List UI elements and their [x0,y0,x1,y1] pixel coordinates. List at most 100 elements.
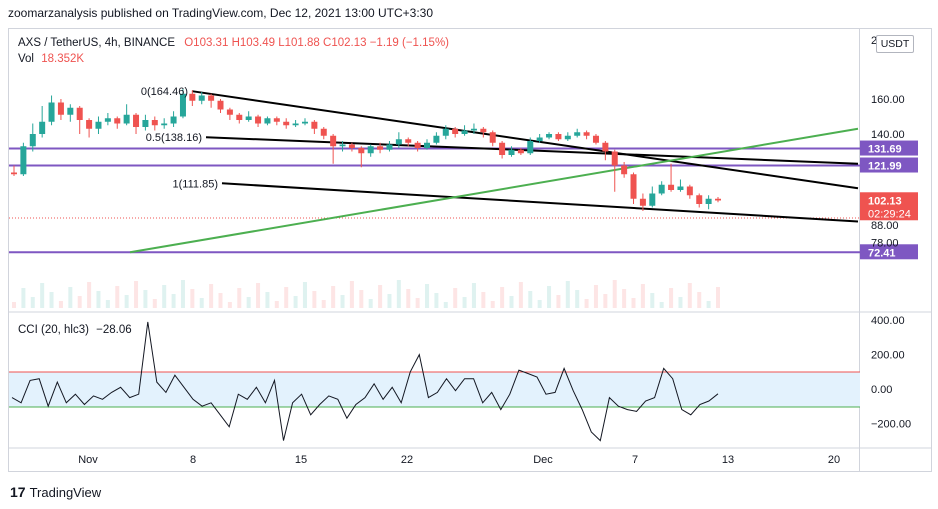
volume-bar [143,290,148,308]
candle-body [715,198,721,201]
chart-frame[interactable] [8,28,860,472]
candle-body [217,100,224,110]
volume-bar [584,299,589,308]
candle-body [536,137,543,141]
candle-body [133,114,140,127]
candle-body [151,120,158,126]
candle-body [592,135,599,143]
volume-bar [612,280,617,308]
volume-bar [697,292,702,308]
volume-bar [171,294,176,308]
candle-body [330,135,337,147]
volume-bar [12,302,16,308]
candle-body [189,93,196,101]
cci-value: −28.06 [96,324,132,336]
volume-bar [199,298,204,308]
price-badge-label: 72.41 [868,247,896,259]
ohlc-close: C102.13 [323,37,367,49]
volume-bar [518,282,523,308]
candle-body [395,139,402,145]
ohlc-high: H103.49 [231,37,276,49]
price-badge [860,244,918,260]
y-tick-label: 160.00 [871,94,905,106]
volume-bar [265,292,270,308]
volume-bar [396,280,401,308]
volume-bar [274,301,279,308]
volume-bar [434,293,439,308]
volume-bar [227,302,232,308]
volume-bar [349,281,354,308]
publish-line: zoomarzanalysis published on TradingView… [8,6,434,20]
volume-bar [218,293,223,308]
candle-body [114,118,121,124]
green-trendline [129,127,859,254]
volume-bar [124,295,129,308]
volume-bar [650,293,655,308]
volume-bar [180,280,185,308]
candle-body [686,186,693,196]
volume-bar [49,292,54,308]
candle-body [424,142,431,148]
candle-body [630,174,637,199]
x-tick-label: 22 [401,454,413,466]
price-countdown: 02:29:24 [868,208,911,220]
candle-body [179,93,186,117]
candle-body [255,116,262,124]
cci-tick-label: 0.00 [871,384,892,396]
symbol-label: AXS / TetherUS, 4h, BINANCE [18,37,176,49]
volume-bar [500,287,505,308]
volume-bar [387,294,392,308]
x-tick-label: 15 [295,454,307,466]
volume-bar [312,291,317,308]
volume-bar [556,295,561,308]
candle-body [339,144,346,147]
volume-bar [246,297,251,308]
volume-value: 18.352K [41,53,85,65]
candle-body [386,144,393,150]
price-axis[interactable] [860,28,932,472]
y-tick-label: 88.00 [871,220,899,232]
cci-tick-label: 200.00 [871,350,905,362]
volume-bar [415,298,420,308]
cci-band [9,372,860,407]
candle-body [602,142,609,152]
y-tick-label: 140.00 [871,129,905,141]
candle-body [677,186,684,190]
candle-body [142,120,149,127]
candle-body [564,135,571,140]
candle-body [348,144,355,148]
candle-body [546,134,553,138]
candle-body [649,193,656,206]
volume-label: Vol [18,53,34,65]
price-badge-label: 102.13 [868,195,902,207]
currency-button[interactable]: USDT [876,35,914,53]
candle-body [161,123,168,126]
ohlc-change: −1.19 (−1.15%) [369,37,449,49]
candle-body [705,198,712,204]
volume-bar [678,297,683,308]
candle-body [198,95,205,101]
price-badge [860,140,918,156]
volume-bar [471,283,476,308]
footer: 17 TradingView [10,484,101,500]
candle-body [414,142,421,148]
candle-body [273,118,280,122]
candle-body [367,146,374,154]
candle-body [452,128,459,134]
x-tick-label: 7 [632,454,638,466]
volume-bar [706,301,711,308]
volume-bar [669,288,674,308]
volume-bar [631,298,636,308]
candle-body [358,148,365,154]
volume-bar [21,288,26,308]
volume-bar [425,284,430,308]
volume-bar [547,286,552,308]
volume-bar [528,291,533,308]
volume-bar [490,301,495,308]
candle-body [696,195,703,204]
candle-body [499,142,506,155]
volume-bar [462,297,467,308]
candle-body [226,109,233,115]
candle-body [639,198,646,206]
